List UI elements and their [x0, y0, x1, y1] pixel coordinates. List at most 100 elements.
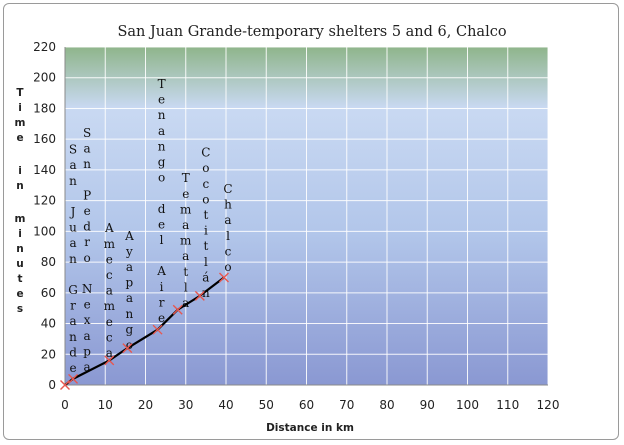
grid-lines — [64, 46, 549, 386]
annotation-char: e — [84, 204, 91, 218]
annotation-char: e — [106, 315, 113, 329]
y-tick-label: 220 — [33, 40, 56, 54]
y-tick-label: 200 — [33, 71, 56, 85]
annotation-char: r — [159, 295, 165, 309]
x-tick-label: 120 — [537, 398, 560, 412]
y-axis-label-char: i — [18, 165, 22, 177]
annotation-char: A — [156, 264, 166, 278]
annotation-char: a — [224, 213, 231, 227]
y-axis-label-char: n — [16, 243, 23, 255]
annotation-char: o — [158, 171, 165, 185]
annotation-char: a — [158, 124, 165, 138]
annotation-char: a — [182, 218, 189, 232]
y-tick-label: 20 — [41, 347, 56, 361]
annotation-char: p — [83, 344, 91, 358]
annotation-char: o — [202, 161, 209, 175]
y-axis-label-char: e — [16, 132, 23, 144]
annotation-char: T — [182, 171, 190, 185]
y-axis-label-char: m — [15, 213, 26, 225]
data-point-marker — [172, 304, 183, 315]
annotation-char: l — [160, 233, 164, 247]
x-tick-label: 50 — [259, 398, 274, 412]
data-point-marker — [152, 324, 163, 335]
x-tick-label: 100 — [456, 398, 479, 412]
annotation-char: m — [104, 299, 116, 313]
annotation-char: l — [204, 255, 208, 269]
annotation-char: y — [125, 244, 133, 258]
x-tick-label: 0 — [61, 398, 69, 412]
annotation-char: G — [68, 283, 78, 297]
annotation-char: A — [104, 221, 114, 235]
annotation-char: n — [69, 252, 77, 266]
annotation-char: a — [69, 236, 76, 250]
annotation-char: C — [223, 182, 232, 196]
annotation-char: J — [69, 205, 76, 219]
annotation-char: x — [84, 313, 91, 327]
x-tick-label: 20 — [138, 398, 153, 412]
x-tick-label: 70 — [339, 398, 354, 412]
annotation-char: p — [126, 276, 134, 290]
annotation-char: m — [180, 234, 192, 248]
annotation-labels: SanJuanGrandeSanPedroNexapaAmecamecaAyap… — [68, 77, 232, 375]
annotation-char: m — [180, 202, 192, 216]
y-tick-label: 0 — [48, 378, 56, 392]
y-axis-label-char: u — [16, 258, 23, 270]
annotation-char: S — [83, 126, 91, 140]
annotation-char: n — [69, 330, 77, 344]
annotation-char: P — [83, 188, 91, 202]
data-point-marker — [218, 272, 229, 283]
annotation-char: i — [160, 280, 164, 294]
annotation-char: a — [69, 314, 76, 328]
chart-title: San Juan Grande-temporary shelters 5 and… — [117, 24, 506, 40]
annotation-char: e — [158, 311, 165, 325]
annotation-char: á — [202, 270, 209, 284]
annotation-char: c — [203, 177, 210, 191]
annotation-char: a — [69, 158, 76, 172]
annotation-char: u — [69, 221, 77, 235]
annotation-char: o — [224, 260, 231, 274]
y-axis-label-char: s — [17, 303, 23, 315]
y-tick-label: 140 — [33, 163, 56, 177]
annotation-char: a — [84, 142, 91, 156]
annotation-char: n — [83, 157, 91, 171]
annotation-char: C — [201, 146, 210, 160]
y-tick-label: 100 — [33, 224, 56, 238]
annotation-char: r — [70, 299, 76, 313]
series-line — [60, 272, 229, 390]
y-tick-label: 40 — [41, 317, 56, 331]
y-axis-label-char: n — [16, 180, 23, 192]
annotation-char: c — [225, 244, 232, 258]
annotation-char: n — [158, 139, 166, 153]
annotation-char: e — [106, 252, 113, 266]
annotation-char: n — [69, 174, 77, 188]
x-tick-label: 30 — [178, 398, 193, 412]
annotation-char: a — [84, 360, 91, 374]
annotation-char: e — [69, 361, 76, 375]
annotation-char: t — [183, 265, 188, 279]
annotation-char: l — [226, 229, 230, 243]
annotation-char: i — [204, 224, 208, 238]
annotation-char: d — [158, 202, 166, 216]
annotation-char: a — [126, 291, 133, 305]
annotation-char: a — [126, 260, 133, 274]
x-tick-label: 60 — [299, 398, 314, 412]
y-axis-label-char: T — [16, 87, 24, 99]
y-axis-label-char: i — [18, 228, 22, 240]
data-point-marker — [122, 343, 133, 354]
axes: 0 10 20 30 40 50 60 70 80 90 100 110 120 0 20 40 60 80 100… — [33, 40, 559, 412]
y-axis-label-char: t — [17, 273, 22, 285]
annotation-char: r — [84, 235, 90, 249]
annotation-char: n — [126, 307, 134, 321]
annotation-char: e — [84, 298, 91, 312]
y-axis-label-char: i — [18, 102, 22, 114]
y-axis-label-char: e — [16, 288, 23, 300]
annotation-char: l — [184, 280, 188, 294]
y-tick-label: 60 — [41, 286, 56, 300]
annotation-char: t — [203, 208, 208, 222]
